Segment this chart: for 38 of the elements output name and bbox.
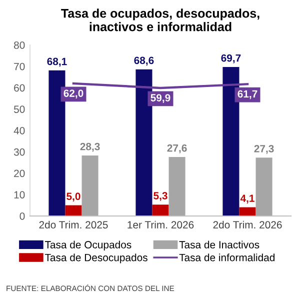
data-label: 27,6 (167, 144, 187, 154)
bar (168, 157, 186, 216)
x-tick-label: 1er Trim. 2026 (128, 220, 194, 229)
bar (136, 69, 152, 216)
data-label: 68,1 (47, 58, 67, 67)
bar (48, 70, 66, 216)
data-label: 59,9 (150, 94, 170, 103)
legend-label: Tasa de Inactivos (179, 240, 260, 248)
data-label: 68,6 (134, 56, 154, 66)
data-label: 62,0 (64, 90, 84, 98)
legend-label: Tasa de Ocupados (44, 240, 132, 250)
x-tick-label: 2do Trim. 2026 (213, 220, 282, 229)
data-label: 61,7 (238, 90, 258, 100)
bar (65, 205, 82, 216)
data-label: 5,3 (154, 192, 168, 201)
y-tick-label: 70 (14, 62, 25, 70)
y-tick-label: 10 (14, 191, 25, 198)
data-label: 69,7 (221, 54, 241, 64)
data-label: 4,1 (240, 194, 254, 204)
y-tick-label: 40 (14, 127, 25, 134)
x-tick-label: 2do Trim. 2025 (39, 220, 108, 229)
data-label: 28,3 (80, 142, 100, 152)
chart-title: Tasa de ocupados, desocupados, inactivos e informalidad (61, 8, 260, 32)
y-tick-label: 50 (14, 106, 25, 113)
bar (239, 207, 256, 216)
data-label: 5,0 (66, 192, 80, 202)
y-tick-label: 30 (14, 148, 25, 156)
bar (82, 156, 98, 216)
legend-label: Tasa de informalidad (179, 254, 274, 262)
y-tick-label: 60 (14, 84, 25, 92)
y-tick-label: 80 (14, 42, 25, 49)
bar (256, 158, 272, 216)
y-tick-label: 0 (20, 212, 25, 220)
data-label: 27,3 (254, 145, 274, 154)
bar (222, 67, 240, 216)
legend-label: Tasa de Desocupados (44, 254, 148, 264)
y-tick-label: 20 (14, 170, 25, 178)
bar (152, 204, 169, 216)
